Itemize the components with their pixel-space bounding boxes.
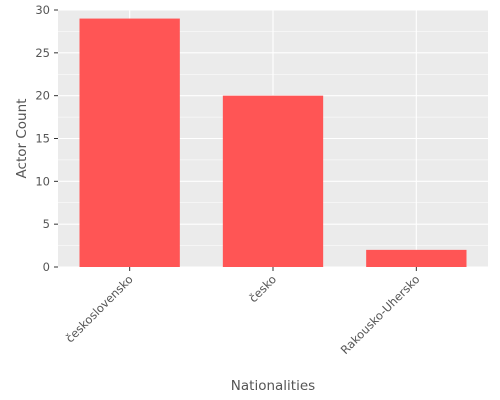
y-tick-label: 30	[35, 3, 50, 17]
bar	[222, 95, 324, 268]
y-tick-label: 15	[35, 132, 50, 146]
y-tick-label: 25	[35, 46, 50, 60]
x-tick-label: česko	[246, 272, 279, 305]
x-axis-title: Nationalities	[231, 378, 315, 394]
y-axis-title: Actor Count	[14, 99, 30, 179]
y-axis-ticks: 0 5 10 15 20 25 30	[35, 3, 58, 274]
x-axis-ticks: československo česko Rakousko-Uhersko	[63, 267, 423, 357]
x-tick-label: československo	[63, 272, 136, 345]
y-tick-label: 20	[35, 89, 50, 103]
bars	[79, 18, 467, 268]
bar	[366, 249, 467, 267]
y-tick-label: 0	[43, 260, 50, 274]
x-tick-label: Rakousko-Uhersko	[338, 272, 423, 357]
bar	[79, 18, 180, 267]
y-tick-label: 5	[43, 217, 50, 231]
y-tick-label: 10	[35, 174, 50, 188]
